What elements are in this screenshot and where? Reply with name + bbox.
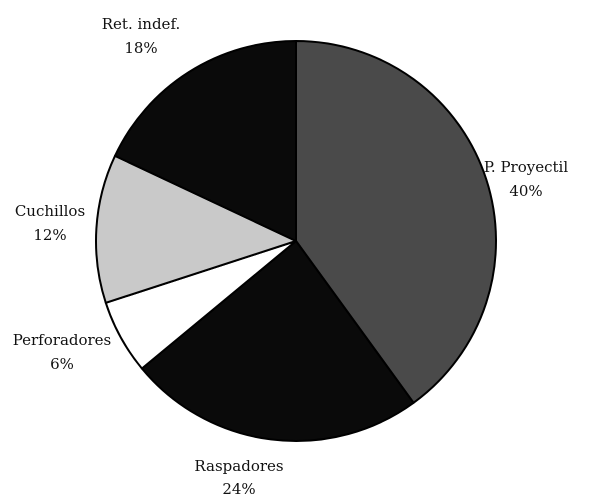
slice-value-perforadores: 6% (50, 355, 74, 373)
slice-label-p-proyectil: P. Proyectil (484, 158, 568, 176)
slice-label-ret-indef: Ret. indef. (102, 15, 180, 33)
pie-slices (95, 40, 497, 442)
slice-label-raspadores: Raspadores (194, 457, 283, 475)
slice-label-cuchillos: Cuchillos (15, 202, 85, 220)
pie-labels: P. Proyectil 40% Raspadores 24% Perforad… (13, 15, 569, 498)
slice-label-perforadores: Perforadores (13, 331, 112, 349)
pie-slice-p-proyectil (295, 40, 497, 404)
slice-value-p-proyectil: 40% (509, 182, 542, 200)
pie-slice-raspadores (140, 240, 415, 442)
pie-slice-ret-indef (114, 40, 297, 242)
slice-value-ret-indef: 18% (124, 39, 157, 57)
slice-value-raspadores: 24% (222, 480, 255, 497)
pie-slice-cuchillos (95, 154, 297, 304)
slice-value-cuchillos: 12% (33, 226, 66, 244)
